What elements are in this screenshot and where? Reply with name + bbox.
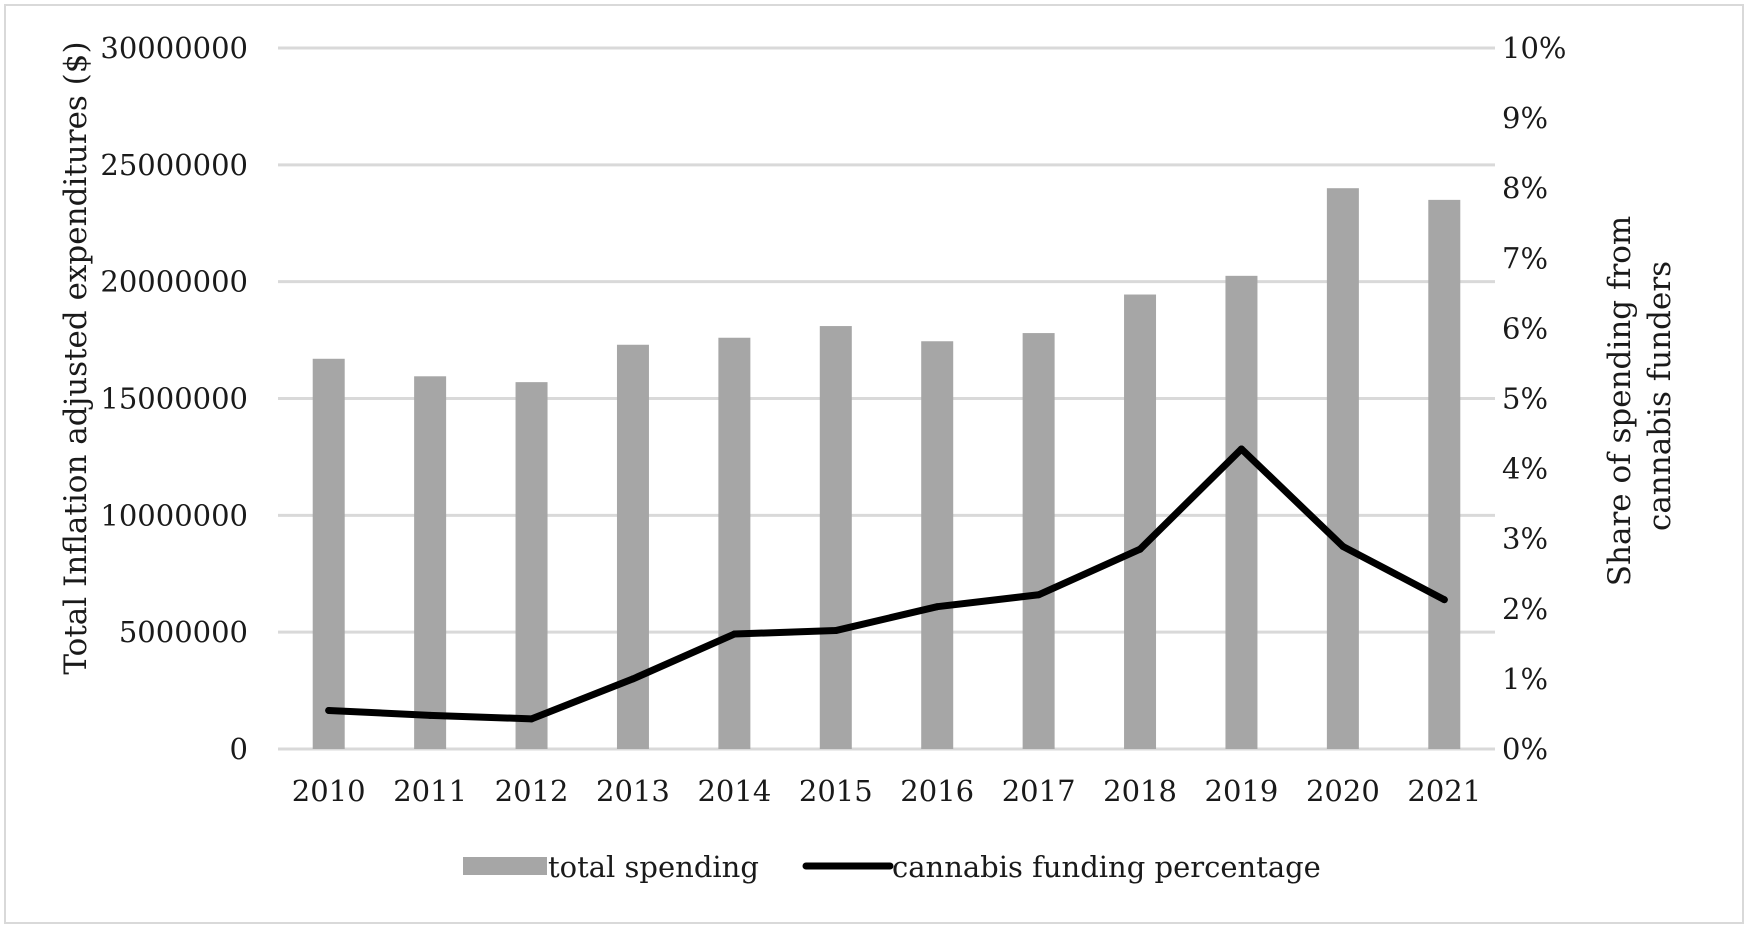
right-axis-tick-label: 7% <box>1502 241 1548 275</box>
x-axis-tick-label: 2019 <box>1205 774 1279 808</box>
line-point-2021 <box>1440 596 1448 604</box>
legend: total spending cannabis funding percenta… <box>463 850 1321 884</box>
right-axis-tick-label: 2% <box>1502 592 1548 626</box>
bar-2019 <box>1225 275 1258 749</box>
x-axis-tick-label: 2010 <box>292 774 366 808</box>
left-axis-tick-label: 5000000 <box>119 615 248 649</box>
gridlines <box>278 46 1495 751</box>
line-point-2018 <box>1136 545 1144 553</box>
right-axis-title-line-1: Share of spending from <box>1602 216 1638 587</box>
right-axis-tick-label: 9% <box>1502 101 1548 135</box>
bar-2014 <box>718 337 751 749</box>
x-axis-tick-label: 2011 <box>393 774 467 808</box>
line-point-2010 <box>325 706 333 714</box>
right-axis-tick-label: 8% <box>1502 171 1548 205</box>
line-point-2011 <box>426 711 434 719</box>
legend-swatch-total-spending <box>463 857 547 875</box>
right-axis-tick-label: 1% <box>1502 662 1548 696</box>
line-point-2012 <box>528 715 536 723</box>
bar-2016 <box>921 341 954 749</box>
right-axis-tick-label: 5% <box>1502 382 1548 416</box>
line-point-2020 <box>1339 542 1347 550</box>
x-axis-tick-label: 2016 <box>900 774 974 808</box>
bar-2010 <box>312 358 345 749</box>
line-point-2015 <box>832 627 840 635</box>
left-axis-tick-label: 15000000 <box>100 382 248 416</box>
x-axis-ticks: 2010 2011 2012 2013 2014 2015 2016 2017 2018 2019… <box>292 774 1481 808</box>
left-axis-tick-label: 30000000 <box>100 31 248 65</box>
line-point-2016 <box>933 603 941 611</box>
legend-label-total-spending: total spending <box>548 850 759 884</box>
x-axis-tick-label: 2015 <box>799 774 873 808</box>
bar-2011 <box>414 376 447 749</box>
bar-2013 <box>616 344 649 749</box>
bar-2021 <box>1428 199 1461 750</box>
x-axis-tick-label: 2012 <box>495 774 569 808</box>
bar-2015 <box>819 326 852 749</box>
right-axis-tick-label: 10% <box>1502 31 1566 65</box>
right-axis-title: Share of spending from cannabis funders <box>1602 206 1678 586</box>
cannabis-funding-line <box>325 445 1448 723</box>
left-axis-title: Total Inflation adjusted expenditures ($… <box>58 41 94 674</box>
left-axis-tick-label: 25000000 <box>100 148 248 182</box>
left-axis-tick-label: 10000000 <box>100 498 248 532</box>
line-series <box>325 445 1448 723</box>
left-axis-tick-label: 20000000 <box>100 265 248 299</box>
line-point-2017 <box>1035 591 1043 599</box>
x-axis-tick-label: 2021 <box>1407 774 1481 808</box>
right-axis-tick-label: 4% <box>1502 452 1548 486</box>
right-axis-tick-label: 0% <box>1502 732 1548 766</box>
left-axis-tick-label: 0 <box>230 732 248 766</box>
line-point-2014 <box>730 630 738 638</box>
x-axis-tick-label: 2017 <box>1002 774 1076 808</box>
x-axis-tick-label: 2020 <box>1306 774 1380 808</box>
x-axis-tick-label: 2018 <box>1103 774 1177 808</box>
bar-2020 <box>1326 188 1359 749</box>
legend-label-cannabis-funding: cannabis funding percentage <box>892 850 1321 884</box>
right-axis-ticks: 0% 1% 2% 3% 4% 5% 6% 7% 8% 9% 10% <box>1502 31 1566 766</box>
left-axis-ticks: 0 5000000 10000000 15000000 20000000 25000000… <box>100 31 248 766</box>
x-axis-tick-label: 2013 <box>596 774 670 808</box>
x-axis-tick-label: 2014 <box>697 774 771 808</box>
right-axis-tick-label: 3% <box>1502 522 1548 556</box>
right-axis-title-line-2: cannabis funders <box>1642 261 1678 531</box>
line-point-2019 <box>1237 445 1245 453</box>
right-axis-tick-label: 6% <box>1502 311 1548 345</box>
bar-series <box>312 188 1461 750</box>
bar-2018 <box>1124 294 1157 749</box>
bar-2012 <box>515 382 548 749</box>
bar-2017 <box>1022 333 1055 749</box>
line-point-2013 <box>629 675 637 683</box>
